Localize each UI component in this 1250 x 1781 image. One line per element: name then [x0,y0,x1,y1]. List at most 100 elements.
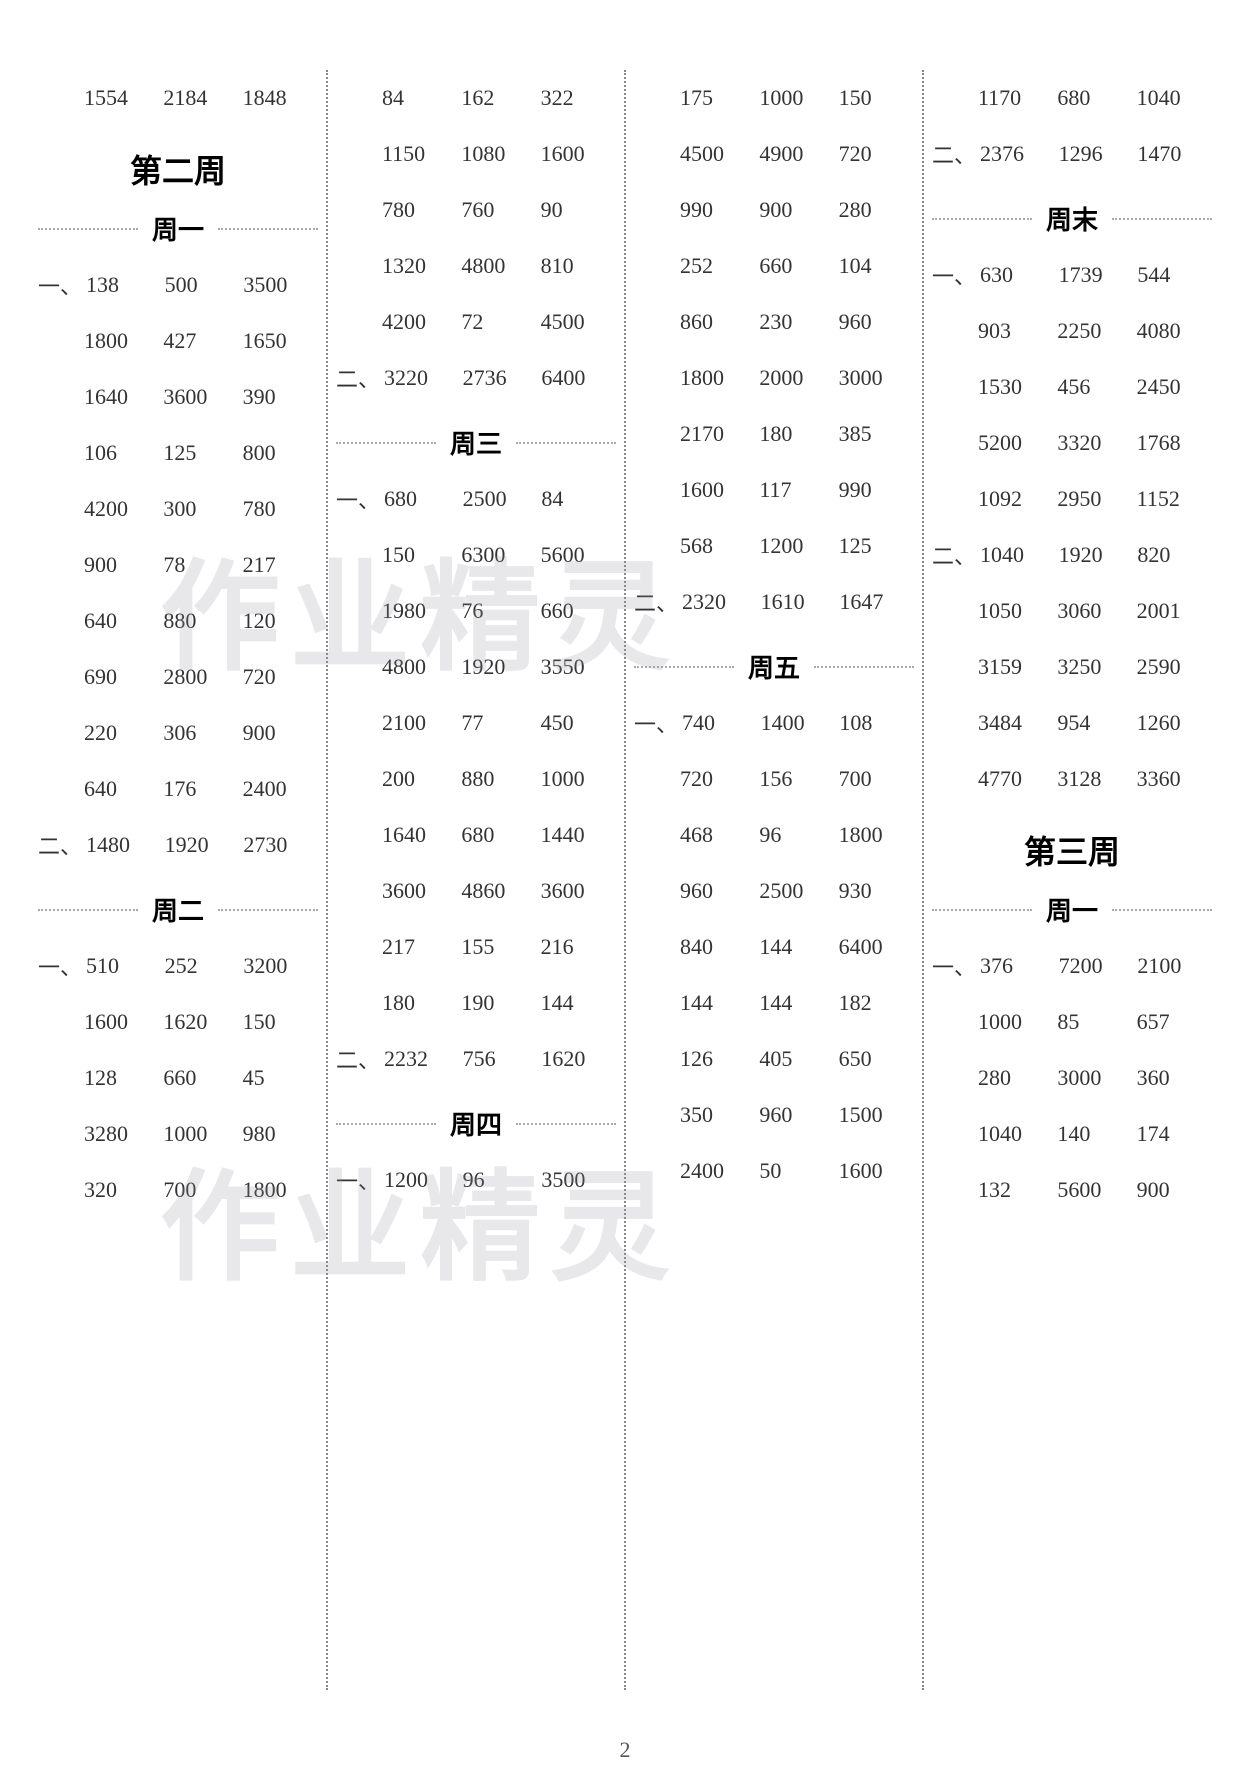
data-cell: 900 [80,552,159,578]
data-cell: 690 [80,664,159,690]
day-title: 周三 [336,424,616,461]
data-cell: 4900 [755,141,834,167]
day-label: 周五 [734,648,814,685]
data-row: 一、7401400108 [634,695,914,751]
data-cell: 140 [1053,1121,1132,1147]
data-row: 5681200125 [634,518,914,574]
divider-line [218,228,318,230]
data-cell: 182 [835,990,914,1016]
data-row: 198076660 [336,583,616,639]
data-cell: 650 [835,1046,914,1072]
data-row: 4200724500 [336,294,616,350]
data-cell: 4200 [80,496,159,522]
day-title: 周四 [336,1105,616,1142]
data-cell: 1800 [835,822,914,848]
data-row: 720156700 [634,751,914,807]
data-cell: 150 [378,542,457,568]
data-cell: 126 [676,1046,755,1072]
day-label: 周四 [436,1105,516,1142]
data-cell: 217 [239,552,318,578]
data-row: 217155216 [336,919,616,975]
data-cell: 4860 [457,878,536,904]
data-cell: 3484 [974,710,1053,736]
data-cell: 3280 [80,1121,159,1147]
column: 8416232211501080160078076090132048008104… [328,70,626,1690]
day-label: 周一 [1032,891,1112,928]
data-row: 1751000150 [634,70,914,126]
day-label: 周一 [138,210,218,247]
data-cell: 150 [239,1009,318,1035]
data-row: 1600117990 [634,462,914,518]
data-cell: 390 [239,384,318,410]
data-cell: 350 [676,1102,755,1128]
data-cell: 700 [835,766,914,792]
data-cell: 175 [676,85,755,111]
data-cell: 216 [537,934,616,960]
day-label: 周三 [436,424,516,461]
column: 1751000150450049007209909002802526601048… [626,70,924,1690]
data-cell: 660 [755,253,834,279]
data-cell: 2450 [1133,374,1212,400]
data-cell: 1800 [80,328,159,354]
divider-line [38,228,138,230]
data-cell: 1620 [537,1046,616,1072]
data-cell: 1600 [80,1009,159,1035]
data-cell: 117 [755,477,834,503]
data-cell: 3000 [1053,1065,1132,1091]
data-cell: 144 [537,990,616,1016]
data-row: 4200300780 [38,481,318,537]
data-cell: 900 [1133,1177,1212,1203]
row-prefix: 一、 [336,483,380,515]
data-cell: 3600 [378,878,457,904]
data-cell: 78 [159,552,238,578]
data-cell: 96 [755,822,834,848]
data-cell: 2730 [239,832,318,858]
data-cell: 1600 [676,477,755,503]
data-row: 二、148019202730 [38,817,318,873]
data-cell: 376 [976,953,1055,979]
data-row: 3207001800 [38,1162,318,1218]
data-row: 78076090 [336,182,616,238]
data-cell: 544 [1133,262,1212,288]
data-row: 520033201768 [932,415,1212,471]
data-row: 12866045 [38,1050,318,1106]
data-cell: 2500 [755,878,834,904]
data-cell: 740 [678,710,757,736]
data-cell: 84 [378,85,457,111]
data-row: 360048603600 [336,863,616,919]
data-row: 16406801440 [336,807,616,863]
data-cell: 720 [676,766,755,792]
data-cell: 3320 [1053,430,1132,456]
divider-line [814,666,914,668]
divider-line [1112,909,1212,911]
data-cell: 77 [457,710,536,736]
data-cell: 4200 [378,309,457,335]
data-cell: 4770 [974,766,1053,792]
data-cell: 1200 [755,533,834,559]
data-row: 477031283360 [932,751,1212,807]
data-cell: 2590 [1133,654,1212,680]
data-row: 二、237612961470 [932,126,1212,182]
divider-line [516,442,616,444]
data-cell: 1800 [676,365,755,391]
data-cell: 3128 [1053,766,1132,792]
data-cell: 780 [378,197,457,223]
data-row: 2803000360 [932,1050,1212,1106]
data-cell: 252 [676,253,755,279]
data-cell: 4500 [537,309,616,335]
data-cell: 176 [159,776,238,802]
data-cell: 5600 [537,542,616,568]
data-cell: 3250 [1053,654,1132,680]
data-row: 13204800810 [336,238,616,294]
row-prefix: 一、 [634,707,678,739]
data-cell: 900 [755,197,834,223]
data-cell: 2320 [678,589,757,615]
data-cell: 1739 [1055,262,1134,288]
data-cell: 2100 [1133,953,1212,979]
data-cell: 1000 [974,1009,1053,1035]
data-cell: 1848 [239,85,318,111]
data-cell: 760 [457,197,536,223]
data-cell: 190 [457,990,536,1016]
day-title: 周二 [38,891,318,928]
row-prefix: 二、 [932,138,976,170]
